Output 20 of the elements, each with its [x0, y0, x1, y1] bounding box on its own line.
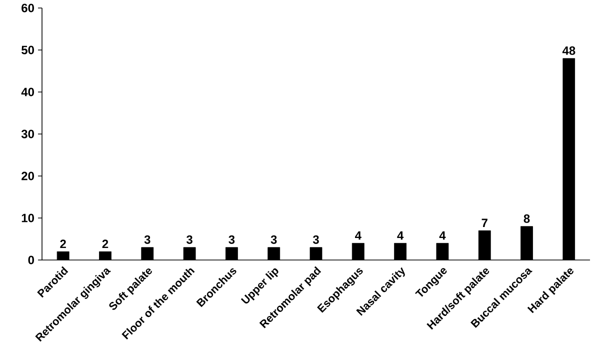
data-label: 2 — [60, 240, 66, 248]
data-label: 3 — [186, 235, 192, 244]
data-label: 3 — [144, 235, 150, 244]
data-label: 2 — [102, 240, 108, 248]
y-tick-label: 50 — [22, 46, 34, 54]
data-label: 4 — [355, 231, 362, 240]
y-tick-label: 0 — [28, 256, 34, 264]
y-tick-label: 10 — [22, 214, 34, 222]
y-tick-label: 20 — [22, 172, 34, 180]
data-label: 4 — [397, 231, 404, 240]
data-label: 3 — [270, 235, 277, 244]
y-tick-label: 30 — [21, 130, 34, 138]
y-tick-label: 40 — [21, 88, 34, 96]
data-label: 48 — [562, 46, 576, 55]
data-label: 8 — [524, 214, 530, 223]
data-label: 4 — [439, 231, 446, 240]
y-tick-label: 60 — [22, 4, 34, 12]
data-label: 7 — [482, 218, 488, 228]
data-label: 3 — [312, 235, 319, 244]
data-label: 3 — [228, 235, 235, 244]
